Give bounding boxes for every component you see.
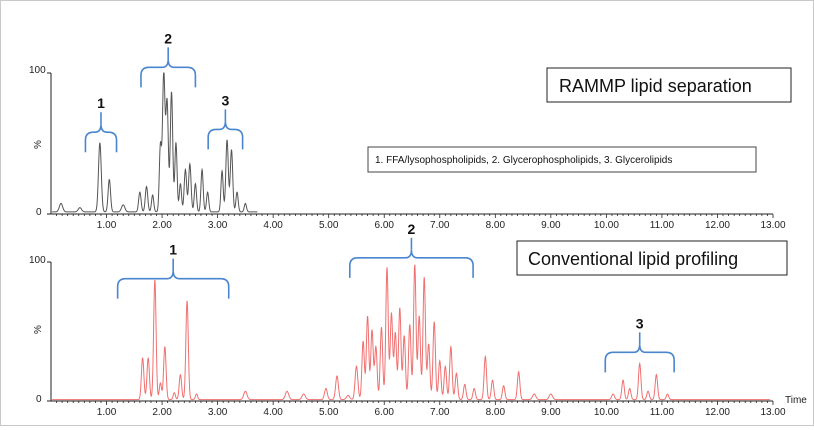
bottom-x-tick-label: 9.00 (541, 407, 561, 418)
bottom-x-axis-label: Time (785, 395, 807, 406)
bottom-x-tick-label: 10.00 (594, 407, 619, 418)
bottom-x-tick-labels: 1.00 2.00 3.00 4.00 5.00 6.00 7.00 8.00 9.00 10.0… (97, 407, 786, 418)
bracket-label: 1 (97, 95, 105, 111)
bracket-label: 2 (164, 30, 172, 46)
bracket-shape (207, 121, 244, 150)
rammp-panel: 100 0 % 1.00 2.00 3.00 4.00 5.00 6.00 7.00 8.00… (29, 30, 792, 231)
rammp-title: RAMMP lipid separation (559, 76, 752, 96)
top-x-tick-label: 2.00 (152, 220, 172, 231)
conventional-title: Conventional lipid profiling (528, 249, 738, 269)
conventional-title-box (516, 240, 788, 276)
top-x-tick-label: 5.00 (319, 220, 339, 231)
top-x-tick-label: 7.00 (430, 220, 450, 231)
top-y-max-label: 100 (29, 65, 46, 76)
bracket-2: 2 (140, 30, 197, 88)
top-y-axis-label: % (33, 140, 44, 149)
bottom-y-min-label: 0 (36, 394, 42, 405)
bottom-x-tick-label: 4.00 (263, 407, 283, 418)
bracket-label: 1 (169, 242, 177, 258)
top-x-tick-label: 1.00 (97, 220, 117, 231)
bottom-brackets: 1 2 3 (116, 221, 675, 373)
bracket-1: 1 (84, 95, 118, 153)
bracket-shape (84, 124, 118, 153)
bottom-x-tick-label: 2.00 (152, 407, 172, 418)
conventional-panel: 100 0 % 1.00 2.00 3.00 4.00 5.00 6.00 7.00 8.00… (29, 221, 807, 418)
rammp-trace-line (52, 72, 258, 213)
bracket-shape (116, 270, 230, 299)
lipid-class-legend-text: 1. FFA/lysophospholipids, 2. Glycerophos… (375, 155, 672, 166)
top-axes (47, 72, 774, 218)
top-y-min-label: 0 (36, 207, 42, 218)
bracket-3: 3 (604, 315, 675, 373)
rammp-title-box (546, 67, 792, 103)
top-x-tick-label: 4.00 (263, 220, 283, 231)
bracket-shape (140, 59, 197, 88)
bottom-x-tick-label: 13.00 (760, 407, 785, 418)
bottom-y-axis-label: % (33, 325, 44, 334)
bottom-x-tick-label: 1.00 (97, 407, 117, 418)
bottom-x-tick-label: 3.00 (208, 407, 228, 418)
top-x-tick-label: 3.00 (208, 220, 228, 231)
bracket-label: 3 (636, 315, 644, 331)
bottom-y-max-label: 100 (29, 255, 46, 266)
top-x-tick-label: 6.00 (374, 220, 394, 231)
conventional-trace-line (52, 264, 771, 401)
bottom-x-tick-label: 12.00 (705, 407, 730, 418)
top-x-tick-label: 10.00 (594, 220, 619, 231)
bracket-3: 3 (207, 92, 244, 150)
lipid-class-legend-box (367, 146, 757, 173)
bottom-axes (47, 261, 774, 405)
bottom-x-tick-label: 5.00 (319, 407, 339, 418)
bracket-shape (604, 344, 675, 373)
top-x-tick-label: 9.00 (541, 220, 561, 231)
top-x-tick-label: 13.00 (760, 220, 785, 231)
top-x-tick-label: 12.00 (705, 220, 730, 231)
top-x-tick-label: 11.00 (650, 220, 675, 231)
bracket-1: 1 (116, 242, 230, 299)
bottom-x-tick-label: 7.00 (430, 407, 450, 418)
bottom-x-tick-label: 6.00 (374, 407, 394, 418)
bottom-x-tick-label: 8.00 (486, 407, 506, 418)
bottom-x-tick-label: 11.00 (650, 407, 675, 418)
top-brackets: 1 2 3 (84, 30, 244, 153)
bracket-label: 3 (221, 92, 229, 108)
top-x-tick-labels: 1.00 2.00 3.00 4.00 5.00 6.00 7.00 8.00 9.00 10.0… (97, 220, 786, 231)
top-x-tick-label: 8.00 (486, 220, 506, 231)
bracket-label: 2 (408, 221, 416, 237)
bracket-2: 2 (348, 221, 474, 278)
bracket-shape (348, 249, 474, 278)
